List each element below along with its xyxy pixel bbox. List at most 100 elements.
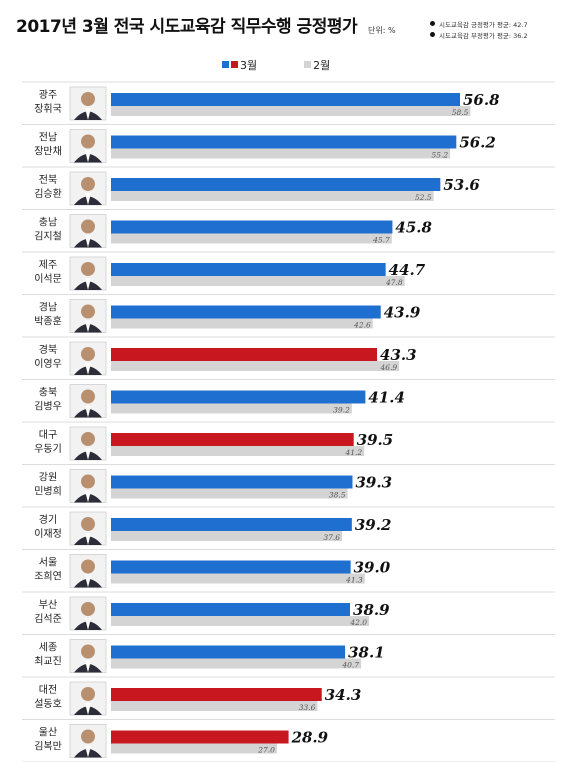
- march-value-label: 38.9: [353, 601, 390, 619]
- name-label: 이재정: [34, 528, 62, 540]
- feb-value-label: 45.7: [372, 236, 390, 245]
- bar-feb: [111, 488, 348, 499]
- avatar-head-icon: [81, 644, 95, 659]
- avatar-head-icon: [81, 177, 95, 191]
- feb-value-label: 38.5: [329, 491, 346, 500]
- bar-march: [111, 730, 289, 744]
- feb-value-label: 37.6: [323, 533, 340, 542]
- average-note: 시도교육감 긍정평가 평균: 42.7 시도교육감 부정평가 평균: 36.2: [430, 20, 528, 42]
- avatar-shirt-icon: [85, 278, 91, 290]
- march-value-label: 43.9: [384, 304, 421, 322]
- bar-march: [111, 688, 322, 701]
- average-positive-text: 시도교육감 긍정평가 평균: 42.7: [439, 21, 528, 29]
- avatar-head-icon: [81, 92, 95, 106]
- bar-march: [111, 603, 351, 616]
- bar-march: [111, 518, 352, 531]
- legend-swatch-march-red: [231, 61, 238, 68]
- avatar-shirt-icon: [85, 703, 91, 715]
- avatar-shirt-icon: [85, 405, 91, 418]
- name-label: 김복만: [34, 741, 62, 753]
- march-value-label: 56.2: [459, 134, 496, 152]
- avatar-head-icon: [81, 687, 95, 701]
- avatar-shirt-icon: [85, 320, 91, 333]
- average-negative-text: 시도교육감 부정평가 평균: 36.2: [439, 32, 528, 40]
- chart-title: 2017년 3월 전국 시도교육감 직무수행 긍정평가: [16, 17, 358, 37]
- avatar-shirt-icon: [85, 363, 91, 375]
- bar-march: [111, 645, 346, 659]
- march-value-label: 39.2: [355, 516, 392, 534]
- bar-march: [111, 433, 354, 446]
- region-label: 전남: [39, 132, 57, 144]
- avatar-head-icon: [81, 134, 95, 149]
- bar-feb: [111, 318, 373, 329]
- unit-label: 단위: %: [368, 26, 396, 35]
- bar-march: [111, 390, 366, 404]
- legend: 3월 2월: [222, 57, 330, 73]
- bar-march: [111, 135, 457, 149]
- march-value-label: 39.0: [354, 559, 391, 577]
- avatar-head-icon: [81, 219, 95, 234]
- bar-feb: [111, 658, 362, 669]
- region-label: 경남: [39, 301, 57, 314]
- region-label: 전북: [39, 174, 57, 186]
- avatar-head-icon: [81, 729, 95, 744]
- region-label: 대구: [39, 429, 57, 441]
- name-label: 민병희: [34, 486, 62, 498]
- name-label: 김병우: [34, 401, 62, 413]
- region-label: 대전: [39, 684, 57, 696]
- feb-value-label: 46.9: [379, 363, 397, 372]
- name-label: 박종훈: [34, 315, 62, 328]
- bar-feb: [111, 573, 365, 584]
- feb-value-label: 40.7: [341, 661, 359, 670]
- name-label: 김승환: [34, 188, 62, 200]
- feb-value-label: 47.8: [385, 278, 403, 287]
- march-value-label: 38.1: [348, 644, 385, 662]
- name-label: 장휘국: [34, 103, 62, 115]
- march-value-label: 41.4: [368, 389, 405, 407]
- name-label: 이영우: [34, 358, 62, 370]
- name-label: 조희연: [34, 571, 62, 583]
- bar-feb: [111, 743, 277, 754]
- avatar-shirt-icon: [85, 490, 91, 503]
- avatar-shirt-icon: [85, 533, 91, 545]
- bar-march: [111, 305, 381, 319]
- march-value-label: 39.3: [355, 474, 392, 492]
- region-label: 경기: [39, 513, 57, 526]
- bar-feb: [111, 616, 370, 626]
- feb-value-label: 52.5: [415, 193, 432, 202]
- feb-value-label: 55.2: [431, 151, 448, 160]
- bar-feb: [111, 148, 451, 159]
- avatar-head-icon: [81, 432, 95, 446]
- avatar-shirt-icon: [85, 193, 91, 205]
- march-value-label: 43.3: [380, 346, 417, 364]
- region-label: 충북: [39, 387, 57, 399]
- legend-swatch-march-blue: [222, 61, 229, 68]
- feb-value-label: 41.3: [345, 576, 363, 585]
- march-value-label: 28.9: [291, 729, 329, 747]
- name-label: 우동기: [34, 443, 62, 455]
- bar-feb: [111, 446, 365, 456]
- name-label: 이석문: [34, 273, 62, 285]
- feb-value-label: 42.0: [349, 618, 367, 627]
- avatar-head-icon: [81, 304, 95, 319]
- region-label: 부산: [39, 599, 57, 611]
- legend-swatch-feb: [304, 61, 312, 68]
- march-value-label: 56.8: [463, 91, 500, 109]
- avatar-shirt-icon: [85, 575, 91, 588]
- name-label: 최교진: [34, 656, 62, 668]
- region-label: 세종: [39, 642, 57, 654]
- avatar-shirt-icon: [85, 618, 91, 630]
- feb-value-label: 27.0: [257, 746, 275, 755]
- bar-feb: [111, 233, 392, 244]
- bar-feb: [111, 403, 352, 414]
- bullet-icon: [430, 21, 435, 26]
- bar-march: [111, 178, 441, 191]
- region-label: 강원: [39, 472, 57, 484]
- bar-march: [111, 475, 353, 489]
- region-label: 제주: [39, 259, 57, 271]
- avatar-shirt-icon: [85, 150, 91, 163]
- name-label: 장만채: [34, 146, 62, 158]
- bar-march: [111, 560, 351, 574]
- region-label: 경북: [39, 343, 57, 356]
